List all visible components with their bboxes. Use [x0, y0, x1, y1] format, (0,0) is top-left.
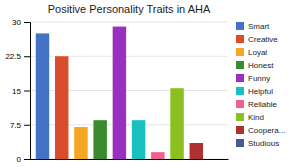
y-tick: 22.5 [5, 52, 30, 61]
title: Positive Personality Traits in AHA [48, 3, 211, 15]
legend-swatch [236, 87, 244, 95]
legend-item: Smart [236, 22, 270, 31]
y-tick-label: 30 [12, 18, 21, 27]
legend-item: Kind [236, 113, 264, 122]
y-tick-mark [24, 125, 30, 126]
plot: 0 7.5 15 22.5 30 [5, 18, 228, 164]
legend-swatch [236, 100, 244, 108]
chart: Positive Personality Traits in AHA 0 7.5 15… [0, 0, 302, 167]
y-axis: 0 7.5 15 22.5 30 [5, 18, 30, 164]
legend-swatch [236, 61, 244, 69]
bar [151, 152, 164, 159]
legend-label: Reliable [248, 100, 277, 109]
legend: Smart Creative Loyal Honest Funny Helpful Reli… [236, 22, 285, 148]
y-tick: 15 [12, 87, 30, 96]
bar [55, 56, 68, 159]
legend-label: Helpful [248, 87, 273, 96]
y-tick-label: 15 [12, 87, 21, 96]
bars [36, 27, 203, 159]
y-tick: 0 [17, 155, 30, 164]
bar [170, 88, 183, 159]
legend-label: Studious [248, 139, 279, 148]
y-tick: 7.5 [10, 121, 30, 130]
legend-item: Studious [236, 139, 279, 148]
legend-swatch [236, 126, 244, 134]
legend-swatch [236, 35, 244, 43]
y-tick-label: 22.5 [5, 52, 21, 61]
legend-item: Creative [236, 35, 278, 44]
legend-item: Loyal [236, 48, 267, 57]
x-axis [31, 159, 229, 160]
bar [209, 159, 222, 160]
legend-label: Funny [248, 74, 270, 83]
legend-label: Smart [248, 22, 270, 31]
legend-label: Coopera... [248, 126, 285, 135]
x-axis-line [31, 159, 229, 160]
y-tick-mark [24, 91, 30, 92]
bar [132, 120, 145, 159]
y-tick-mark [24, 159, 30, 160]
legend-item: Honest [236, 61, 274, 70]
legend-item: Funny [236, 74, 270, 83]
bar [93, 120, 106, 159]
bar [74, 127, 87, 159]
y-tick-mark [24, 22, 30, 23]
legend-swatch [236, 139, 244, 147]
legend-item: Coopera... [236, 126, 285, 135]
legend-swatch [236, 48, 244, 56]
y-tick-label: 7.5 [10, 121, 22, 130]
y-axis-line [24, 23, 31, 160]
legend-swatch [236, 113, 244, 121]
legend-label: Honest [248, 61, 274, 70]
grid [30, 22, 228, 159]
bar [190, 143, 203, 159]
bar [113, 27, 126, 159]
y-tick: 30 [12, 18, 30, 27]
legend-label: Kind [248, 113, 264, 122]
legend-swatch [236, 74, 244, 82]
legend-item: Reliable [236, 100, 277, 109]
legend-item: Helpful [236, 87, 273, 96]
legend-label: Loyal [248, 48, 267, 57]
grid-line [30, 22, 228, 23]
legend-label: Creative [248, 35, 278, 44]
legend-swatch [236, 22, 244, 30]
y-tick-mark [24, 56, 30, 57]
bar [36, 33, 49, 159]
y-tick-label: 0 [17, 155, 22, 164]
